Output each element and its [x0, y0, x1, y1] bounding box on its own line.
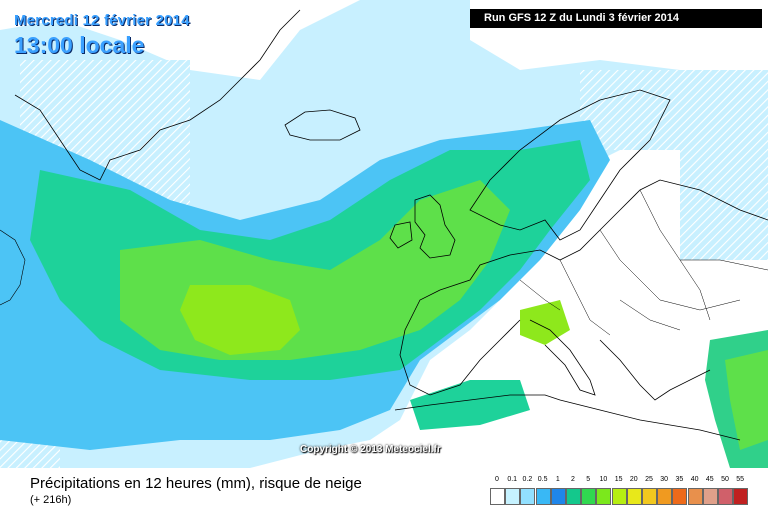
- scale-swatch: [733, 488, 749, 505]
- precip-10mm-core-east: [520, 300, 570, 345]
- snow-risk-area-scandinavia: [580, 70, 768, 150]
- scale-tick-label: 45: [705, 476, 714, 483]
- scale-tick-label: 0.5: [537, 476, 548, 483]
- forecast-time: 13:00 locale: [14, 32, 145, 58]
- scale-swatch: [718, 488, 733, 505]
- italy-balkans-outline: [529, 319, 711, 401]
- britain-outline: [414, 194, 456, 259]
- scale-swatch: [657, 488, 673, 505]
- ireland-outline: [389, 221, 413, 249]
- scale-tick-label: 40: [690, 476, 699, 483]
- scale-tick-label: 0: [495, 476, 499, 483]
- scale-swatch: [626, 488, 642, 505]
- scandinavia-outline: [469, 89, 671, 241]
- scale-tick-label: 35: [675, 476, 684, 483]
- iceland-outline: [284, 109, 361, 141]
- legend-subtitle: (+ 216h): [30, 494, 72, 506]
- scale-tick-label: 55: [736, 476, 745, 483]
- snow-risk-area-russia: [680, 150, 768, 260]
- scale-tick-label: 0.1: [507, 476, 518, 483]
- scale-swatch: [581, 488, 597, 505]
- scale-swatch: [535, 488, 551, 505]
- scale-swatch: [611, 488, 627, 505]
- precip-10mm-core: [180, 285, 300, 355]
- scale-swatch: [642, 488, 657, 505]
- precip-east-core: [725, 350, 768, 450]
- greenland-outline: [14, 9, 301, 181]
- scale-swatch: [672, 488, 688, 505]
- scale-tick-label: 1: [555, 476, 560, 483]
- north-africa-outline: [394, 394, 741, 441]
- scale-tick-label: 20: [629, 476, 638, 483]
- scale-tick-label: 30: [660, 476, 669, 483]
- legend-title: Précipitations en 12 heures (mm), risque…: [30, 475, 362, 492]
- precipitation-map: [0, 0, 768, 468]
- scale-tick-label: 50: [721, 476, 729, 483]
- model-run-label: Run GFS 12 Z du Lundi 3 février 2014: [470, 9, 762, 28]
- scale-swatch: [520, 488, 536, 505]
- scale-tick-label: 2: [571, 476, 575, 483]
- scale-swatch: [505, 488, 521, 505]
- color-scale: 0 0.1 0.2 0.5 1 2 5 10 15 20 25 30 35 40 45 50 55: [490, 476, 752, 508]
- scale-tick-label: 25: [645, 476, 653, 483]
- iberia-outline: [399, 289, 521, 396]
- scale-tick-label: 10: [599, 476, 608, 483]
- scale-tick-label: 5: [586, 476, 591, 483]
- scale-swatch: [550, 488, 566, 505]
- scale-tick-label: 0.2: [522, 476, 533, 483]
- scale-swatch: [702, 488, 718, 505]
- country-borders: [519, 189, 768, 336]
- copyright-notice: Copyright © 2013 Meteociel.fr: [300, 444, 441, 455]
- precip-north-africa: [410, 380, 530, 430]
- scale-swatch: [566, 488, 581, 505]
- scale-swatch: [490, 488, 505, 505]
- scale-swatch: [687, 488, 703, 505]
- scale-swatch: [596, 488, 612, 505]
- europe-coast-outline: [439, 179, 768, 291]
- legend-footer: Précipitations en 12 heures (mm), risque…: [0, 468, 768, 512]
- north-america-outline: [0, 229, 26, 306]
- scale-tick-label: 15: [614, 476, 623, 483]
- forecast-date: Mercredi 12 février 2014: [14, 12, 190, 29]
